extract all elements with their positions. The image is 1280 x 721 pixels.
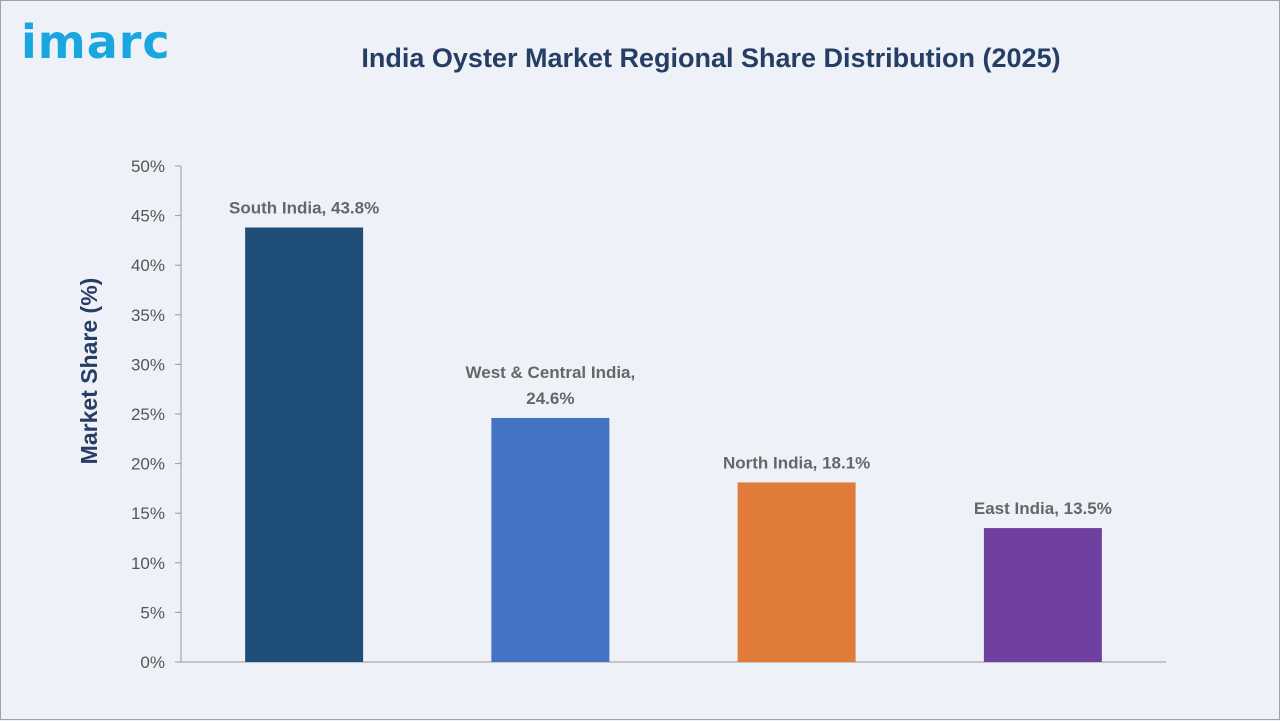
data-label: West & Central India, (466, 363, 636, 382)
y-tick-label: 40% (131, 256, 165, 275)
bar-west-central-india (491, 417, 610, 662)
y-axis-label: Market Share (%) (76, 278, 102, 465)
y-tick-label: 20% (131, 455, 165, 474)
data-labels: South India, 43.8% West & Central India, 2… (229, 199, 1112, 519)
data-label: East India, 13.5% (974, 499, 1112, 518)
data-label: South India, 43.8% (229, 199, 379, 218)
y-axis-ticks: 0% 5% 10% 15% 20% 25% 30% 35% 40% 45% 50% (131, 157, 181, 672)
y-tick-label: 50% (131, 157, 165, 176)
imarc-logo: imarc (21, 15, 171, 69)
bar-north-india (737, 482, 856, 662)
bar-south-india (245, 227, 364, 662)
data-label: 24.6% (526, 389, 574, 408)
chart-title: India Oyster Market Regional Share Distr… (361, 43, 1061, 73)
y-tick-label: 0% (140, 653, 165, 672)
y-tick-label: 30% (131, 355, 165, 374)
data-label: North India, 18.1% (723, 453, 870, 472)
bars (245, 227, 1102, 662)
y-tick-label: 5% (140, 603, 165, 622)
y-tick-label: 35% (131, 306, 165, 325)
y-tick-label: 15% (131, 504, 165, 523)
y-tick-label: 25% (131, 405, 165, 424)
y-tick-label: 45% (131, 207, 165, 226)
y-tick-label: 10% (131, 554, 165, 573)
bar-east-india (983, 528, 1102, 662)
